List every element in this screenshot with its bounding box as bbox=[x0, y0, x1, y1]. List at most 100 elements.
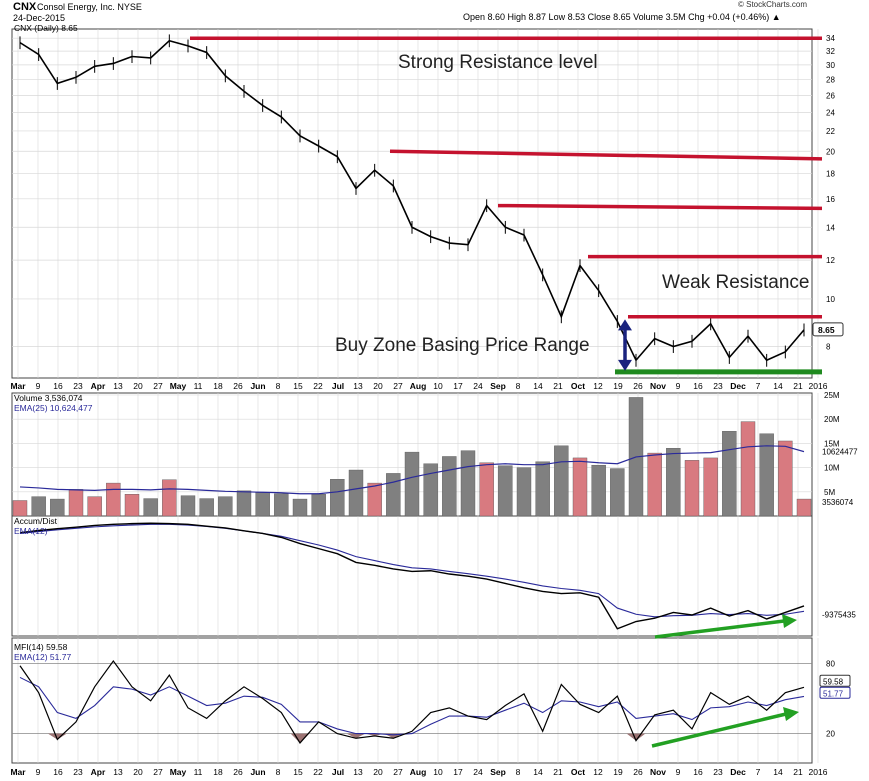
x-tick-label: 21 bbox=[793, 767, 803, 777]
price-tick-label: 24 bbox=[826, 108, 835, 117]
x-tick-label: 12 bbox=[593, 381, 603, 391]
volume-bar bbox=[404, 451, 420, 517]
volume-bar bbox=[572, 457, 588, 517]
volume-bar bbox=[759, 433, 774, 517]
price-tick-label: 22 bbox=[826, 127, 835, 136]
volume-bar bbox=[460, 450, 476, 517]
x-tick-label: 15 bbox=[293, 767, 303, 777]
x-tick-label: 8 bbox=[276, 381, 281, 391]
x-tick-label: 27 bbox=[153, 381, 163, 391]
x-tick-label: 20 bbox=[133, 381, 143, 391]
price-tick-label: 18 bbox=[826, 170, 835, 179]
x-tick-label: 8 bbox=[516, 381, 521, 391]
volume-bar bbox=[740, 421, 756, 517]
x-tick-label: 26 bbox=[233, 767, 243, 777]
x-tick-label: 10 bbox=[433, 381, 443, 391]
volume-bar bbox=[554, 445, 569, 517]
volume-bar bbox=[255, 492, 270, 517]
volume-bar bbox=[703, 457, 718, 517]
volume-tick-label: 20M bbox=[824, 415, 840, 424]
price-tick-label: 12 bbox=[826, 256, 835, 265]
x-tick-label: 27 bbox=[153, 767, 163, 777]
trend-arrow-mfi-head bbox=[783, 707, 799, 721]
x-tick-label: 23 bbox=[713, 767, 723, 777]
x-tick-label: 7 bbox=[756, 767, 761, 777]
volume-bar bbox=[68, 489, 84, 517]
x-tick-label: 27 bbox=[393, 381, 403, 391]
x-tick-label: Dec bbox=[730, 381, 746, 391]
x-tick-label: 20 bbox=[373, 767, 383, 777]
accum-dist-legend: Accum/Dist bbox=[14, 516, 58, 526]
x-tick-label: 13 bbox=[113, 767, 123, 777]
price-tick-label: 14 bbox=[826, 223, 835, 232]
mfi-value-box bbox=[819, 674, 851, 687]
volume-bar bbox=[666, 448, 681, 517]
x-tick-label: 24 bbox=[473, 381, 483, 391]
volume-bar bbox=[684, 460, 700, 517]
volume-bar bbox=[330, 479, 345, 517]
volume-legend: Volume 3,536,074 bbox=[14, 393, 83, 403]
x-tick-label: 14 bbox=[533, 767, 543, 777]
volume-bar bbox=[348, 469, 364, 517]
x-tick-label: Oct bbox=[571, 381, 585, 391]
x-tick-label: 15 bbox=[293, 381, 303, 391]
mfi-line bbox=[19, 660, 805, 744]
x-tick-label: Sep bbox=[490, 767, 506, 777]
x-tick-label: 7 bbox=[756, 381, 761, 391]
x-tick-label: Apr bbox=[91, 381, 106, 391]
annotation-buy-zone: Buy Zone Basing Price Range bbox=[335, 335, 590, 356]
x-tick-label: 19 bbox=[613, 381, 623, 391]
x-tick-label: Jun bbox=[250, 767, 265, 777]
volume-bar bbox=[124, 494, 140, 517]
x-tick-label: Dec bbox=[730, 767, 746, 777]
x-tick-label: 19 bbox=[613, 767, 623, 777]
x-tick-label: 17 bbox=[453, 381, 463, 391]
volume-bar bbox=[610, 468, 625, 517]
x-tick-label: Aug bbox=[410, 381, 427, 391]
resistance-line bbox=[389, 149, 823, 161]
quote-date: 24-Dec-2015 bbox=[13, 13, 66, 23]
x-tick-label: Mar bbox=[10, 767, 26, 777]
x-tick-label: 21 bbox=[793, 381, 803, 391]
volume-bar bbox=[50, 498, 65, 517]
volume-bar bbox=[292, 498, 308, 517]
mfi-ema-value-box bbox=[819, 686, 851, 699]
company-name: Consol Energy, Inc. NYSE bbox=[37, 2, 142, 12]
x-tick-label: 11 bbox=[194, 381, 203, 391]
x-tick-label: 26 bbox=[633, 381, 643, 391]
price-tick-label: 28 bbox=[826, 76, 835, 85]
price-tick-label: 34 bbox=[826, 34, 835, 43]
x-tick-label: Oct bbox=[571, 767, 585, 777]
x-tick-label: 16 bbox=[53, 767, 63, 777]
price-tick-label: 26 bbox=[826, 91, 835, 100]
volume-tick-label: 5M bbox=[824, 488, 835, 497]
price-tick-label: 8 bbox=[826, 342, 831, 351]
mfi-ema-value: 51.77 bbox=[823, 689, 844, 698]
mfi-value: 59.58 bbox=[823, 677, 844, 686]
x-tick-label: 12 bbox=[593, 767, 603, 777]
x-tick-label: Aug bbox=[410, 767, 427, 777]
volume-bar bbox=[106, 482, 121, 517]
annotation-weak-resistance: Weak Resistance bbox=[662, 272, 810, 293]
price-series-line bbox=[19, 39, 805, 362]
accum-dist-line bbox=[19, 522, 805, 630]
exchange-label: NYSE bbox=[117, 2, 142, 12]
mfi-ema-line bbox=[19, 676, 805, 736]
x-tick-label: Apr bbox=[91, 767, 106, 777]
x-tick-label: 16 bbox=[693, 381, 703, 391]
quote-summary: Open 8.60 High 8.87 Low 8.53 Close 8.65 … bbox=[463, 12, 781, 22]
volume-ema-line bbox=[19, 445, 805, 495]
x-tick-label: 26 bbox=[633, 767, 643, 777]
volume-bar bbox=[367, 482, 382, 517]
x-tick-label: 18 bbox=[213, 381, 223, 391]
volume-bar bbox=[199, 498, 214, 517]
x-tick-label: 11 bbox=[194, 767, 203, 777]
x-tick-label: 21 bbox=[553, 767, 563, 777]
range-arrow-head-top bbox=[618, 319, 632, 331]
x-tick-label: 14 bbox=[533, 381, 543, 391]
x-tick-label: 18 bbox=[213, 767, 223, 777]
volume-bar bbox=[591, 464, 606, 517]
panel-frame-mfi bbox=[11, 637, 813, 764]
accum-dist-value: -9375435 bbox=[822, 610, 856, 619]
